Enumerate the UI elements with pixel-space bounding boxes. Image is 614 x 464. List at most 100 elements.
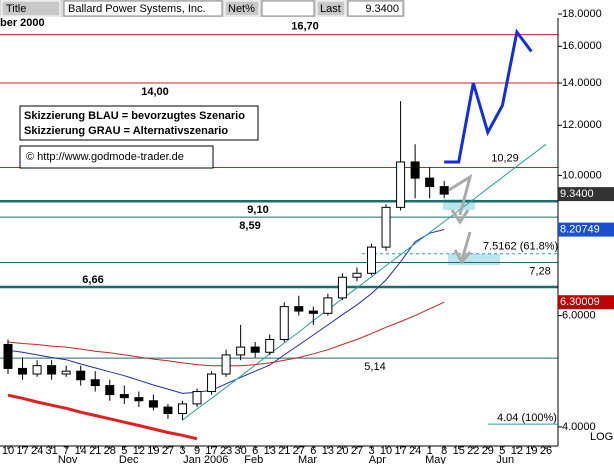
x-tick-label: 8 [441, 445, 447, 457]
x-tick-label: 29 [482, 445, 494, 457]
x-tick-label: 21 [89, 445, 101, 457]
header-label: Net% [228, 3, 255, 15]
gray-arrow [448, 173, 473, 216]
candle-body [119, 394, 129, 399]
candle-body [294, 306, 304, 312]
candle-body [47, 365, 57, 375]
target-zone [448, 254, 500, 265]
note-box [19, 145, 214, 169]
candle-body [148, 400, 158, 408]
month-label: Dec [119, 454, 139, 464]
y-tick-label: 16.0000 [562, 40, 602, 52]
x-tick-label: 12 [133, 445, 145, 457]
candle-body [177, 403, 187, 415]
candle-body [61, 370, 71, 375]
candle-body [134, 397, 144, 402]
month-label: May [425, 454, 446, 464]
target-zone [443, 199, 475, 210]
candle-body [207, 373, 217, 393]
level-label: 5,14 [364, 361, 385, 373]
x-tick-label: 5 [499, 445, 505, 457]
x-tick-label: 3 [368, 445, 374, 457]
note-box [19, 105, 259, 141]
candle-body [265, 338, 275, 353]
instrument-name: Ballard Power Systems, Inc. [68, 3, 206, 15]
level-label: 8,59 [239, 220, 260, 232]
candle-body [236, 346, 246, 356]
candle-body [352, 272, 362, 278]
y-tick-label: 4.0000 [562, 421, 596, 433]
header: Title Ballard Power Systems, Inc. Net% L… [0, 0, 405, 29]
candle-body [163, 406, 173, 415]
level-label: 16,70 [291, 20, 319, 32]
x-tick-label: 19 [147, 445, 159, 457]
note: Skizzierung GRAU = Alternativszenario [24, 125, 228, 137]
month-label: Jan 2006 [183, 454, 228, 464]
x-tick-label: 27 [293, 445, 305, 457]
level-label: 10,29 [491, 152, 519, 164]
x-tick-label: 27 [162, 445, 174, 457]
month-label: Apr [369, 454, 386, 464]
x-tick-label: 6 [310, 445, 316, 457]
month-label: Feb [244, 454, 263, 464]
x-tick-label: 5 [121, 445, 127, 457]
level-label: 4.04 (100%) [497, 412, 557, 424]
header-label: Last [320, 3, 341, 15]
x-tick-label: 3 [179, 445, 185, 457]
candle-body [250, 346, 260, 353]
x-tick-label: 14 [75, 445, 87, 457]
copyright: © http://www.godmode-trader.de [26, 151, 184, 163]
candle-body [396, 161, 406, 208]
indicator-line [7, 229, 445, 394]
indicator-line [444, 28, 533, 164]
candle-body [105, 385, 115, 396]
period: ber 2000 [0, 17, 45, 29]
last-value: 9.3400 [365, 3, 399, 15]
month-label: Nov [58, 454, 78, 464]
candle-body [192, 391, 202, 405]
candle-body [279, 306, 289, 340]
gray-arrow [460, 231, 472, 261]
x-tick-label: 22 [467, 445, 479, 457]
candle-body [18, 367, 28, 375]
x-tick-label: 17 [394, 445, 406, 457]
candle-body [381, 206, 391, 248]
x-tick-label: 17 [16, 445, 28, 457]
price-marker [558, 187, 614, 202]
candle-body [308, 310, 318, 314]
x-tick-label: 31 [45, 445, 57, 457]
candle-body [337, 276, 347, 299]
price-marker-label: 8.20749 [560, 224, 600, 236]
header-cell [63, 0, 223, 17]
x-tick-label: 6 [252, 445, 258, 457]
x-tick-label: 20 [336, 445, 348, 457]
x-tick-label: 21 [278, 445, 290, 457]
x-tick-label: 30 [235, 445, 247, 457]
x-tick-label: 23 [220, 445, 232, 457]
y-tick-label: 18.0000 [562, 8, 602, 20]
plot-area: 16,70 14,00 10,29 9,10 8,59 7.5162 (61.8%) 7,2… [0, 20, 558, 441]
x-tick-label: 26 [540, 445, 552, 457]
x-tick-label: 19 [525, 445, 537, 457]
y-tick-label: 10.0000 [562, 169, 602, 181]
candle-body [3, 344, 13, 369]
x-tick-label: 13 [264, 445, 276, 457]
level-label: 14,00 [141, 86, 169, 98]
x-tick-label: 7 [63, 445, 69, 457]
candle-body [410, 161, 420, 179]
scale-label: LOG [590, 431, 613, 443]
header-cell [347, 0, 404, 17]
header-label: Title [6, 3, 26, 15]
x-tick-label: 12 [511, 445, 523, 457]
x-tick-label: 10 [380, 445, 392, 457]
gray-arrowhead [450, 209, 470, 225]
y-tick-label: 6.0000 [562, 310, 596, 322]
indicator-line [7, 393, 198, 441]
price-marker-label: 9.3400 [560, 188, 594, 200]
x-tick-label: 17 [205, 445, 217, 457]
x-tick-label: 13 [322, 445, 334, 457]
candle-body [323, 297, 333, 314]
candle-body [425, 177, 435, 188]
